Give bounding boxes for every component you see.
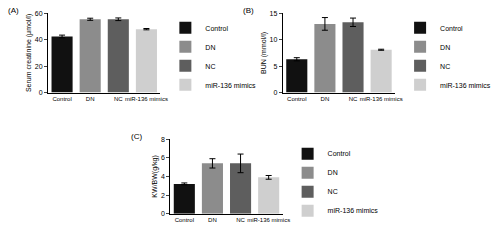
svg-text:Control: Control <box>175 217 194 223</box>
svg-text:Control: Control <box>205 25 228 32</box>
svg-text:Control: Control <box>287 96 306 102</box>
svg-text:NC: NC <box>114 96 123 102</box>
svg-text:DN: DN <box>205 44 215 51</box>
svg-text:Control: Control <box>52 96 71 102</box>
svg-text:0: 0 <box>39 89 43 96</box>
svg-text:0: 0 <box>273 89 277 96</box>
svg-text:NC: NC <box>236 217 245 223</box>
svg-text:miR-136 mimics: miR-136 mimics <box>360 96 403 102</box>
svg-text:6: 6 <box>161 154 165 161</box>
svg-text:NC: NC <box>440 63 450 70</box>
svg-text:DN: DN <box>328 169 338 176</box>
svg-text:miR-136 mimics: miR-136 mimics <box>247 217 290 223</box>
svg-text:4: 4 <box>161 173 165 180</box>
svg-text:40: 40 <box>35 36 43 43</box>
svg-text:BUN (mmol/l): BUN (mmol/l) <box>260 32 268 74</box>
svg-text:NC: NC <box>349 96 358 102</box>
svg-text:DN: DN <box>321 96 330 102</box>
svg-text:Serum creatinine (μmol/l): Serum creatinine (μmol/l) <box>25 14 33 92</box>
svg-text:5: 5 <box>273 63 277 70</box>
svg-text:(B): (B) <box>243 6 254 15</box>
svg-text:KW/BW(g/kg): KW/BW(g/kg) <box>151 155 159 197</box>
svg-text:8: 8 <box>161 136 165 143</box>
svg-text:2: 2 <box>161 192 165 199</box>
svg-text:NC: NC <box>328 188 338 195</box>
svg-text:DN: DN <box>208 217 217 223</box>
svg-text:miR-136 mimics: miR-136 mimics <box>205 82 256 89</box>
svg-text:DN: DN <box>440 44 450 51</box>
svg-text:DN: DN <box>86 96 95 102</box>
svg-text:miR-136 mimics: miR-136 mimics <box>125 96 168 102</box>
svg-text:10: 10 <box>270 36 278 43</box>
svg-text:0: 0 <box>161 210 165 217</box>
svg-text:NC: NC <box>205 63 215 70</box>
svg-text:20: 20 <box>35 63 43 70</box>
svg-text:(A): (A) <box>8 6 19 15</box>
svg-text:Control: Control <box>440 25 463 32</box>
svg-text:15: 15 <box>270 10 278 17</box>
svg-text:miR-136 mimics: miR-136 mimics <box>440 82 491 89</box>
svg-text:miR-136 mimics: miR-136 mimics <box>328 207 379 214</box>
svg-text:60: 60 <box>35 10 43 17</box>
svg-text:Control: Control <box>328 150 351 157</box>
svg-text:(C): (C) <box>131 132 142 141</box>
